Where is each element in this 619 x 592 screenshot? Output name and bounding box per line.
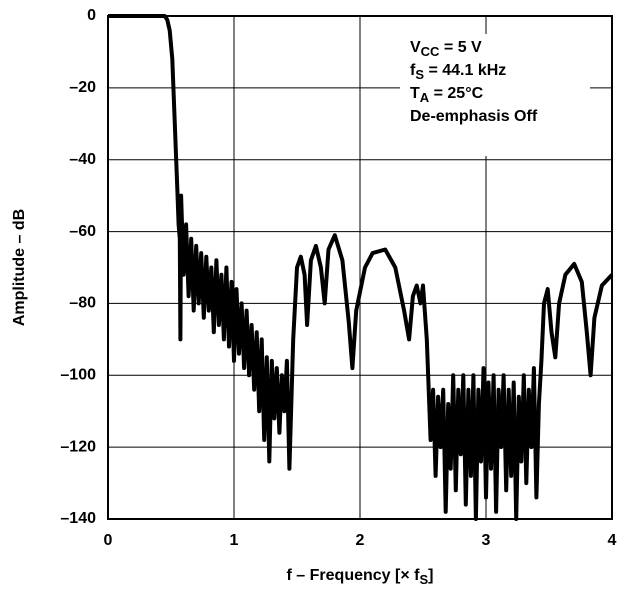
y-tick-label: –100: [60, 367, 96, 384]
y-tick-label: –80: [69, 295, 96, 312]
x-axis-label-tail: ]: [428, 567, 433, 584]
y-tick-label: –60: [69, 223, 96, 240]
annotation-line-sub: S: [415, 67, 424, 82]
annotation-line-sub: A: [420, 90, 430, 105]
annotation-line-tail: = 5 V: [439, 39, 482, 56]
x-tick-label: 1: [230, 532, 239, 549]
annotation-box: [400, 34, 590, 156]
y-tick-label: –140: [60, 510, 96, 527]
plot-frame: [107, 15, 613, 520]
line-series: [108, 14, 614, 521]
y-axis-label: Amplitude – dB: [11, 209, 28, 326]
annotation-line-main: f: [410, 62, 416, 79]
x-tick-label: 2: [356, 532, 365, 549]
y-tick-label: 0: [87, 7, 96, 24]
x-axis-label-sub: S: [419, 572, 428, 587]
annotation-line-tail: = 25°C: [429, 85, 483, 102]
annotation-line: fS = 44.1 kHz: [410, 62, 506, 82]
y-tick-label: –120: [60, 438, 96, 455]
annotation-line: VCC = 5 V: [410, 39, 482, 59]
annotation-line-sub: CC: [421, 44, 440, 59]
x-tick-label: 0: [104, 532, 113, 549]
annotation-line-main: T: [410, 85, 420, 102]
x-axis-label-main: f – Frequency [× f: [287, 567, 421, 584]
x-axis-label: f – Frequency [× fS]: [287, 567, 434, 587]
y-tick-label: –40: [69, 151, 96, 168]
annotation-line-tail: = 44.1 kHz: [424, 62, 506, 79]
y-tick-label: –20: [69, 79, 96, 96]
annotation-line: TA = 25°C: [410, 85, 484, 105]
annotation-line: De-emphasis Off: [410, 108, 538, 125]
annotation-line-main: V: [410, 39, 421, 56]
x-tick-label: 3: [482, 532, 491, 549]
annotation-line-main: De-emphasis Off: [410, 108, 538, 125]
x-tick-label: 4: [608, 532, 617, 549]
